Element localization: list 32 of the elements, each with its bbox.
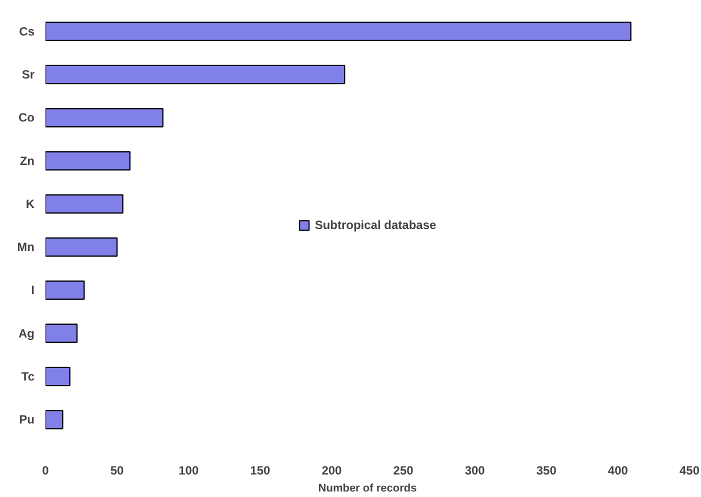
bar [46, 237, 118, 257]
bar [46, 64, 346, 84]
y-tick-label: K [26, 196, 35, 211]
bar [46, 108, 164, 128]
bar [46, 151, 131, 170]
x-tick-label: 350 [536, 464, 557, 478]
x-tick-label: 200 [322, 464, 342, 478]
y-tick-label: Ag [18, 326, 35, 340]
x-tick-label: 150 [250, 464, 271, 478]
bar [46, 280, 85, 300]
bar [46, 324, 78, 343]
x-tick-label: 300 [464, 464, 486, 478]
legend-label: Subtropical database [314, 218, 436, 232]
bar [46, 410, 64, 430]
bar [46, 366, 70, 386]
x-tick-label: 450 [679, 464, 700, 478]
y-tick-label: Cs [19, 24, 35, 38]
y-tick-label: I [31, 283, 35, 298]
y-tick-label: Co [18, 110, 35, 125]
y-tick-label: Mn [17, 240, 34, 254]
y-tick-label: Tc [21, 369, 35, 384]
y-tick-label: Zn [20, 154, 35, 168]
x-tick-label: 400 [608, 464, 628, 478]
x-axis-title: Number of records [318, 482, 417, 494]
x-tick-label: 50 [110, 464, 124, 478]
y-tick-label: Sr [22, 68, 35, 82]
y-tick-label: Pu [19, 412, 35, 427]
x-tick-label: 250 [393, 464, 414, 478]
bar [46, 22, 632, 42]
bar [46, 194, 124, 214]
x-tick-label: 100 [178, 464, 199, 478]
x-tick-label: 0 [42, 464, 50, 478]
